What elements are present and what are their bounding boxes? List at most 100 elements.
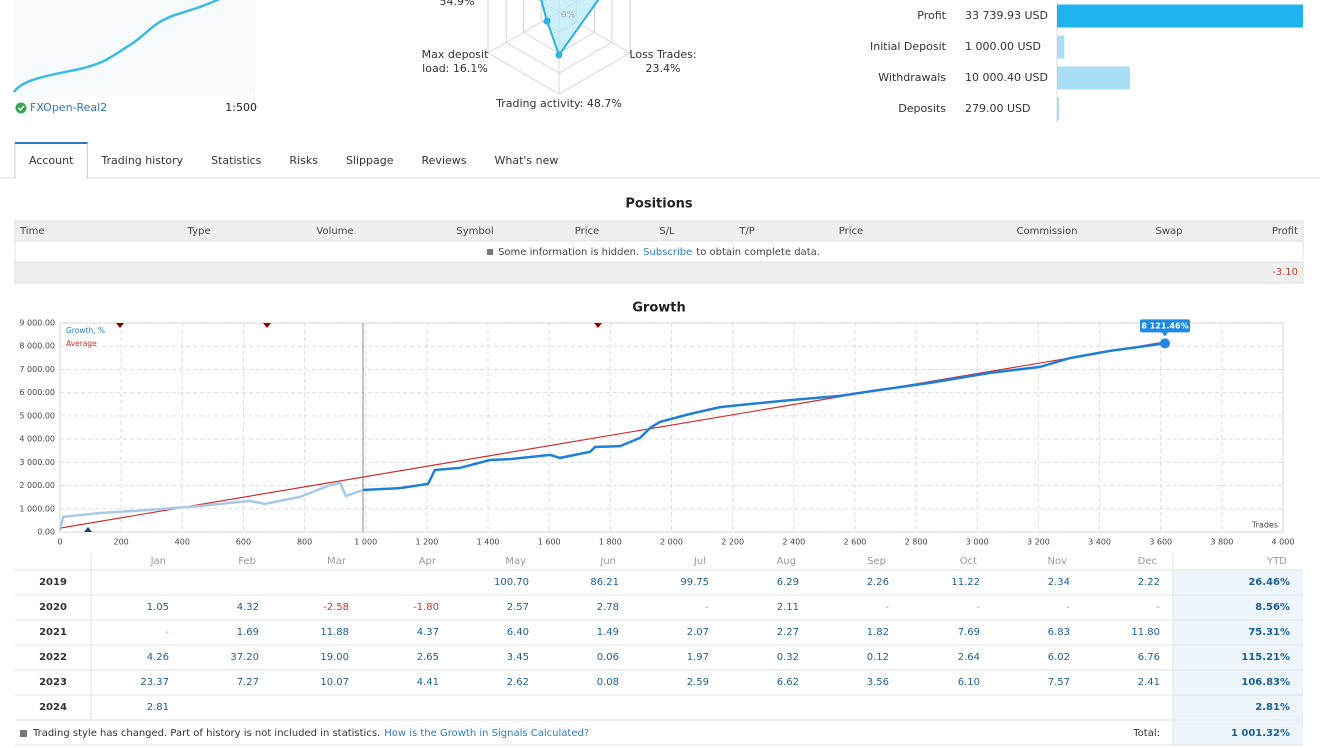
growth-help-link[interactable]: How is the Growth in Signals Calculated? xyxy=(384,728,589,739)
tab-label[interactable]: What's new xyxy=(495,154,559,167)
month-cell: 0.32 xyxy=(777,652,799,663)
x-tick-label: 2 200 xyxy=(721,538,744,547)
tab-label[interactable]: Reviews xyxy=(422,154,467,167)
y-tick-label: 1 000.00 xyxy=(19,504,55,513)
positions-total: -3.10 xyxy=(1272,267,1298,278)
x-tick-label: 2 800 xyxy=(905,538,928,547)
tooltip-pointer xyxy=(1161,332,1168,337)
month-cell: 6.83 xyxy=(1048,627,1070,638)
verified-icon xyxy=(15,102,27,114)
column-header: Symbol xyxy=(456,226,493,237)
ytd-column-bg xyxy=(1173,570,1303,745)
tab-label[interactable]: Trading history xyxy=(100,154,183,167)
month-cell: 7.69 xyxy=(958,627,980,638)
month-cell: 3.45 xyxy=(507,652,529,663)
y-tick-label: 8 000.00 xyxy=(19,342,55,351)
tab-label[interactable]: Account xyxy=(29,154,74,167)
month-cell: 2.64 xyxy=(958,652,980,663)
month-header: Dec xyxy=(1138,556,1157,567)
month-header: Jun xyxy=(599,556,616,567)
month-cell: 1.82 xyxy=(867,627,889,638)
total-label: Total: xyxy=(1132,728,1160,739)
month-cell: 11.80 xyxy=(1131,627,1160,638)
tab-label[interactable]: Statistics xyxy=(211,154,262,167)
month-cell: 2.41 xyxy=(1138,677,1160,688)
y-tick-label: 7 000.00 xyxy=(19,365,55,374)
tooltip-label: 8 121.46% xyxy=(1141,321,1188,330)
month-cell: 1.49 xyxy=(597,627,619,638)
month-cell: 2.11 xyxy=(777,602,799,613)
month-cell: 11.88 xyxy=(320,627,349,638)
ytd-cell: 75.31% xyxy=(1248,627,1290,638)
month-header: May xyxy=(505,556,526,567)
month-header: Aug xyxy=(776,556,796,567)
notice-text: Some information is hidden. xyxy=(498,247,639,258)
year-label: 2020 xyxy=(39,602,67,613)
sparkline xyxy=(12,0,221,93)
tab-label[interactable]: Risks xyxy=(289,154,318,167)
radar-label: Loss Trades: xyxy=(629,48,696,61)
month-cell: - xyxy=(1066,602,1070,613)
month-cell: 4.26 xyxy=(147,652,169,663)
month-header: Jul xyxy=(693,556,706,567)
x-tick-label: 2 000 xyxy=(660,538,683,547)
event-marker xyxy=(84,527,92,532)
balance-label: Profit xyxy=(917,9,946,22)
month-header: YTD xyxy=(1266,556,1287,567)
month-header: Apr xyxy=(419,556,437,567)
ytd-cell: 8.56% xyxy=(1255,602,1290,613)
column-header: Profit xyxy=(1272,226,1298,237)
table-total-bg xyxy=(14,261,1304,284)
column-header: T/P xyxy=(738,226,755,237)
hidden-notice: Some information is hidden. Subscribe to o… xyxy=(498,247,820,258)
month-cell: 2.26 xyxy=(867,577,889,588)
month-cell: 100.70 xyxy=(494,577,529,588)
month-cell: 10.07 xyxy=(320,677,349,688)
balance-bar xyxy=(1057,35,1065,59)
ytd-cell: 2.81% xyxy=(1255,702,1290,713)
month-cell: -2.58 xyxy=(323,602,349,613)
year-label: 2024 xyxy=(39,702,67,713)
month-cell: 4.37 xyxy=(417,627,439,638)
month-cell: 6.62 xyxy=(777,677,799,688)
x-tick-label: 3 200 xyxy=(1027,538,1050,547)
series-line xyxy=(59,341,1165,529)
sparkline-bg xyxy=(14,0,255,95)
footer-notice: Trading style has changed. Part of histo… xyxy=(32,728,589,739)
month-cell: 1.69 xyxy=(237,627,259,638)
balance: Profit 33 739.93 USD Initial Deposit 1 000.… xyxy=(870,4,1303,121)
positions: Positions Time Type Volume Symbol Price S/L T/P… xyxy=(14,197,1304,284)
month-cell: 0.08 xyxy=(597,677,619,688)
month-cell: 2.22 xyxy=(1138,577,1160,588)
x-tick-label: 1 200 xyxy=(415,538,438,547)
month-header: Feb xyxy=(238,556,256,567)
month-header: Nov xyxy=(1047,556,1067,567)
tab-label[interactable]: Slippage xyxy=(346,154,394,167)
column-header: Commission xyxy=(1016,226,1077,237)
month-header: Sep xyxy=(867,556,886,567)
column-header: Swap xyxy=(1155,226,1182,237)
notice-icon xyxy=(487,249,494,255)
y-tick-label: 9 000.00 xyxy=(19,319,55,328)
year-label: 2022 xyxy=(39,652,67,663)
radar-label: Trading activity: 48.7% xyxy=(495,97,622,110)
broker-link[interactable]: FXOpen-Real2 xyxy=(30,101,107,114)
ytd-cell: 115.21% xyxy=(1241,652,1290,663)
x-tick-label: 600 xyxy=(236,538,251,547)
month-cell: 6.10 xyxy=(958,677,980,688)
column-header: Price xyxy=(575,226,599,237)
column-header: Time xyxy=(19,226,44,237)
subscribe-link[interactable]: Subscribe xyxy=(643,247,692,258)
x-tick-label: 200 xyxy=(114,538,129,547)
month-header: Mar xyxy=(327,556,347,567)
column-header: S/L xyxy=(659,226,675,237)
legend-entry: Growth, % xyxy=(66,326,105,335)
x-tick-label: 1 600 xyxy=(538,538,561,547)
leverage: 1:500 xyxy=(225,101,257,114)
month-cell: - xyxy=(705,602,709,613)
month-cell: 11.22 xyxy=(951,577,980,588)
event-marker xyxy=(594,323,602,328)
ytd-cell: 106.83% xyxy=(1241,677,1290,688)
